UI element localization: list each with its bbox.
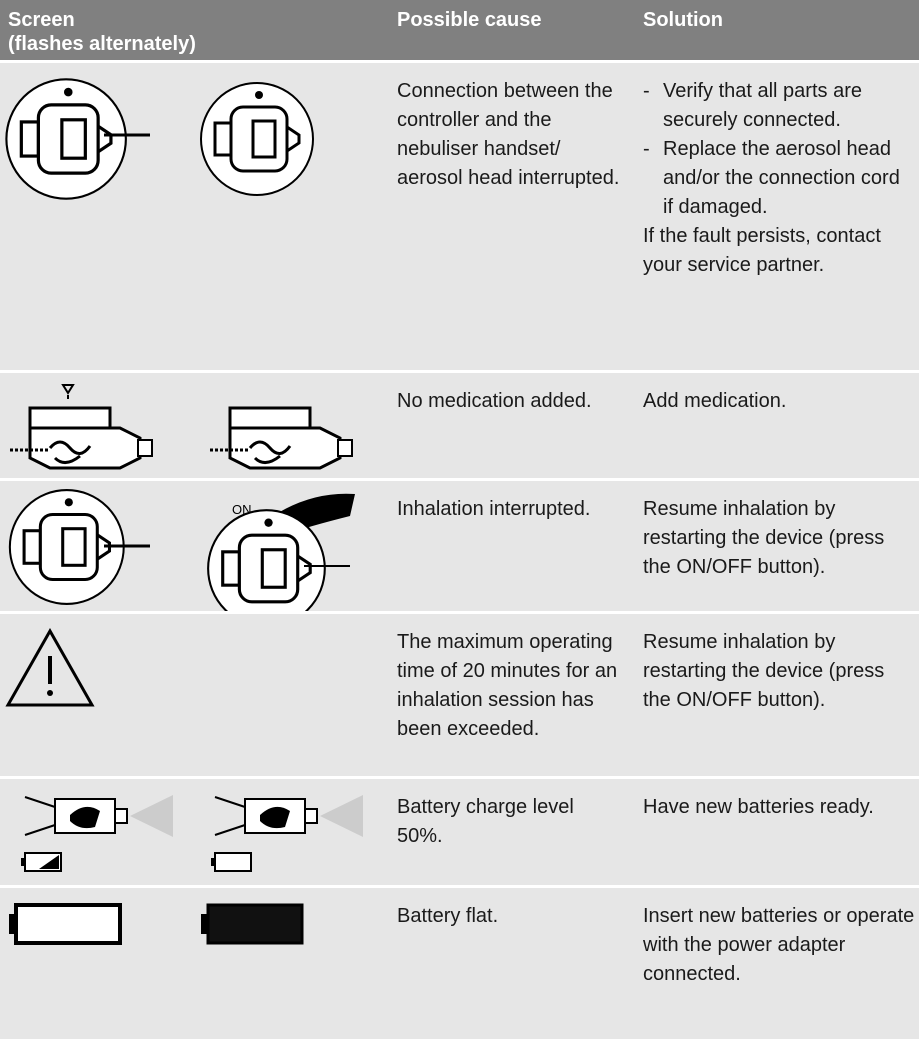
marker: - xyxy=(643,80,650,102)
header-note: (flashes alternately) xyxy=(8,33,196,55)
header-cause: Possible cause xyxy=(397,9,542,31)
marker: - xyxy=(643,138,650,160)
table-row: ON Inhalation interrupted. Resume inhala… xyxy=(0,481,919,611)
item-text: Replace the aerosol head and/or the conn… xyxy=(663,138,900,218)
icon-spray-battery xyxy=(211,794,364,872)
icon-handset-on: ON xyxy=(200,493,355,611)
icon-nebuliser xyxy=(210,388,360,478)
icon-handset-connected xyxy=(0,75,150,203)
header-screen: Screen (flashes alternately) xyxy=(8,8,196,56)
list-item: - Verify that all parts are securely conn… xyxy=(643,77,915,135)
table-row: No medication added. Add medication. xyxy=(0,373,919,478)
solution: Resume inhalation by restarting the devi… xyxy=(643,631,885,711)
cause: Battery flat. xyxy=(397,905,499,927)
cause: The maximum operating time of 20 minutes… xyxy=(397,631,618,740)
cause: No medication added. xyxy=(397,390,592,412)
header-solution: Solution xyxy=(643,9,723,31)
header-text: Screen xyxy=(8,9,75,31)
cause: Connection between the controller and th… xyxy=(397,80,620,189)
note: If the fault persists, contact your serv… xyxy=(643,225,881,276)
icon-battery-full xyxy=(201,903,304,945)
icon-handset-connected xyxy=(0,486,150,608)
icon-warning xyxy=(5,628,95,707)
cause: Inhalation interrupted. xyxy=(397,498,591,520)
solution: Add medication. xyxy=(643,390,787,412)
solution: - Verify that all parts are securely conn… xyxy=(643,77,915,280)
solution: Resume inhalation by restarting the devi… xyxy=(643,498,885,578)
icon-battery-empty xyxy=(9,903,122,945)
icon-nebuliser-drop xyxy=(10,384,160,473)
table-header: Screen (flashes alternately) Possible cau… xyxy=(0,0,919,60)
table-row: Connection between the controller and th… xyxy=(0,63,919,370)
icon-handset xyxy=(195,75,345,203)
table-row: Battery charge level 50%. Have new batte… xyxy=(0,779,919,885)
item-text: Verify that all parts are securely conne… xyxy=(663,80,862,131)
icon-spray-half-battery xyxy=(21,794,174,872)
table-row: Battery flat. Insert new batteries or op… xyxy=(0,888,919,1039)
solution: Insert new batteries or operate with the… xyxy=(643,905,915,985)
solution: Have new batteries ready. xyxy=(643,796,874,818)
table-row: The maximum operating time of 20 minutes… xyxy=(0,614,919,776)
list-item: - Replace the aerosol head and/or the con… xyxy=(643,135,915,222)
cause: Battery charge level 50%. xyxy=(397,796,574,847)
